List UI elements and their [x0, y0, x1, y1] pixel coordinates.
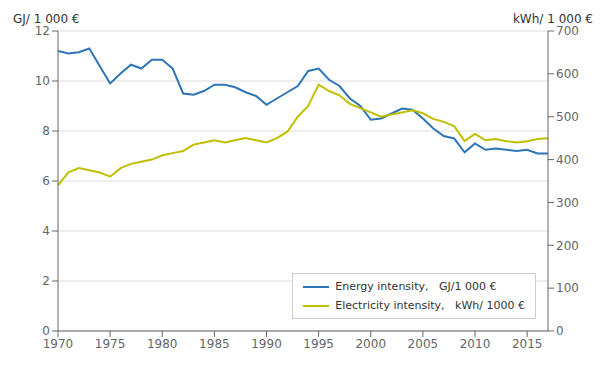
- svg-text:1990: 1990: [251, 337, 282, 351]
- svg-text:1985: 1985: [199, 337, 230, 351]
- svg-text:8: 8: [42, 124, 50, 138]
- svg-text:2000: 2000: [355, 337, 386, 351]
- svg-text:600: 600: [556, 67, 579, 81]
- svg-text:1975: 1975: [95, 337, 126, 351]
- html-text:Electricity intensity, kWh/ 10: Electricity intensity, kWh/ 1000 €: [335, 299, 525, 312]
- svg-text:100: 100: [556, 281, 579, 295]
- svg-text:4: 4: [42, 224, 50, 238]
- svg-text:700: 700: [556, 26, 579, 38]
- html-text:Energy intensity, GJ/1 000 €: Energy intensity, GJ/1 000 €: [335, 280, 497, 293]
- svg-text:2005: 2005: [408, 337, 439, 351]
- svg-text:400: 400: [556, 153, 579, 167]
- svg-text:1980: 1980: [147, 337, 178, 351]
- svg-text:1995: 1995: [303, 337, 334, 351]
- svg-text:6: 6: [42, 174, 50, 188]
- html-text:kWh/ 1 000 €: kWh/ 1 000 €: [512, 12, 593, 26]
- svg-text:0: 0: [42, 324, 50, 338]
- svg-text:200: 200: [556, 239, 579, 253]
- svg-text:1970: 1970: [43, 337, 74, 351]
- svg-text:2: 2: [42, 274, 50, 288]
- svg-text:300: 300: [556, 196, 579, 210]
- svg-text:500: 500: [556, 110, 579, 124]
- svg-text:2010: 2010: [460, 337, 491, 351]
- html-text:GJ/ 1 000 €: GJ/ 1 000 €: [13, 12, 80, 26]
- svg-text:12: 12: [35, 26, 50, 38]
- svg-text:2015: 2015: [512, 337, 543, 351]
- svg-text:0: 0: [556, 324, 564, 338]
- svg-text:10: 10: [35, 74, 50, 88]
